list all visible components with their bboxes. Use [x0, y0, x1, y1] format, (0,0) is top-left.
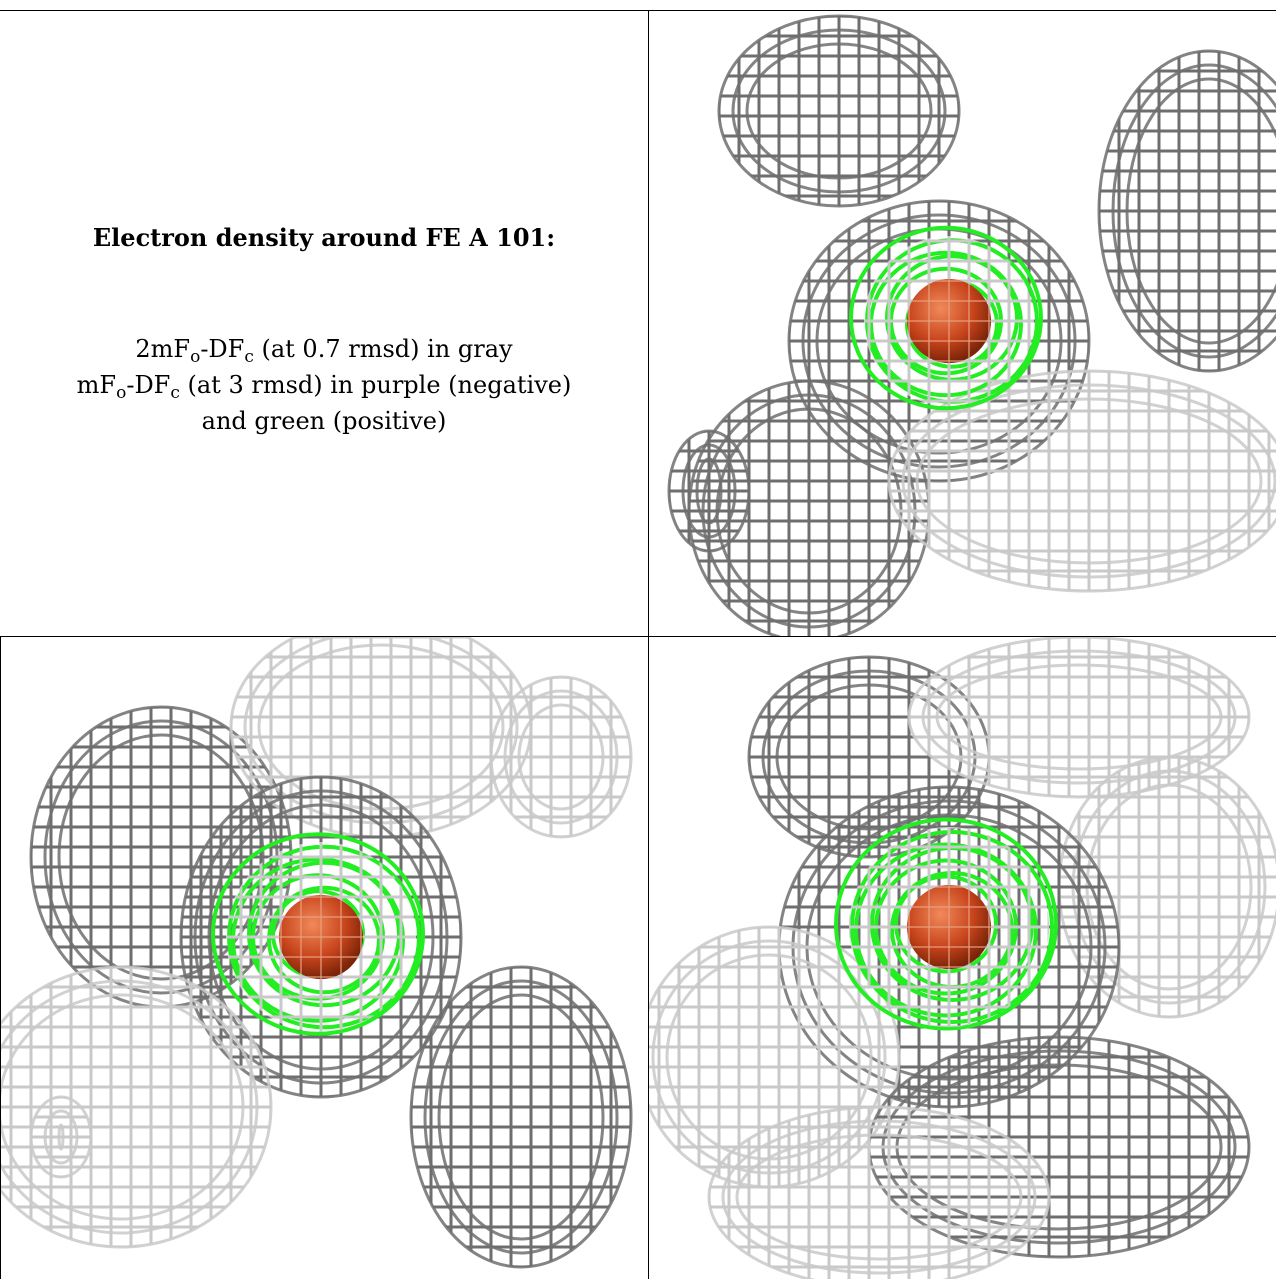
mesh-contour [787, 199, 1091, 483]
density-mesh-view-1 [667, 14, 1276, 636]
table-border-center [648, 10, 649, 1279]
mesh-contour [721, 1119, 1037, 1275]
mesh-contour [57, 1123, 65, 1151]
positive-density-contour [247, 860, 401, 1008]
mesh-contour [257, 643, 505, 811]
mesh-contour [43, 1109, 79, 1165]
positive-density-contour [834, 817, 1058, 1031]
table-border-left [0, 10, 1, 1279]
mesh-contour [193, 789, 449, 1085]
mesh-contour [887, 369, 1276, 593]
mesh-contour [745, 42, 933, 180]
mesh-contour [207, 803, 435, 1071]
mesh-contour [489, 675, 633, 839]
density-mesh-view-2 [1, 637, 633, 1269]
density-mesh-view-3 [649, 637, 1276, 1279]
density-mesh-blob [31, 1097, 91, 1177]
mesh-contour [901, 383, 1276, 579]
mesh-contour [409, 965, 633, 1269]
mesh-contour [503, 689, 619, 825]
mesh-contour [1, 993, 245, 1221]
mesh-contour [1111, 63, 1276, 359]
caption-title: Electron density around FE A 101: [92, 223, 556, 252]
mesh-contour [517, 703, 605, 811]
mesh-contour [731, 28, 947, 194]
mesh-contour [707, 1105, 1051, 1279]
positive-density-contour [231, 857, 405, 1023]
positive-density-contour [211, 832, 425, 1036]
mesh-contour [801, 213, 1077, 469]
mesh-contour [681, 443, 737, 539]
positive-density-contour [849, 225, 1043, 411]
mesh-contour [1, 965, 273, 1249]
mesh-contour [717, 14, 961, 208]
caption-map2: mFo-DFc (at 3 rmsd) in purple (negative) [76, 371, 572, 403]
table-border-top [0, 10, 1276, 11]
mesh-contour [915, 397, 1263, 565]
mesh-contour [735, 1133, 1023, 1261]
view-bottom-left [1, 637, 648, 1279]
mesh-contour [695, 457, 723, 525]
caption-map2-line2: and green (positive) [201, 407, 447, 435]
mesh-contour [29, 1095, 93, 1179]
density-mesh-blob [491, 677, 631, 837]
mesh-contour [667, 429, 751, 553]
mesh-contour [921, 649, 1237, 785]
positive-density-contour [894, 874, 998, 974]
mesh-contour [179, 775, 463, 1099]
positive-density-contour [267, 885, 381, 995]
caption-map1: 2mFo-DFc (at 0.7 rmsd) in gray [135, 335, 513, 367]
mesh-contour [935, 663, 1223, 771]
mesh-contour [437, 993, 605, 1241]
mesh-contour [1, 979, 259, 1235]
mesh-contour [1125, 77, 1276, 345]
positive-density-contour [869, 250, 1023, 398]
positive-density-contour [854, 842, 1038, 1018]
mesh-contour [423, 979, 619, 1255]
view-top-right [649, 11, 1276, 636]
table-border-middle [0, 636, 1276, 637]
caption-cell: Electron density around FE A 101: 2mFo-D… [0, 11, 648, 636]
mesh-contour [907, 637, 1251, 799]
mesh-contour [1097, 49, 1276, 373]
view-bottom-right [649, 637, 1276, 1279]
